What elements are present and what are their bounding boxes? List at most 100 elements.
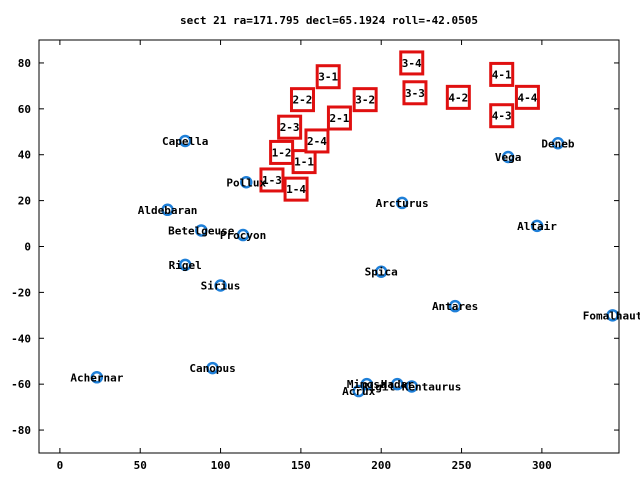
y-tick-label: -40 bbox=[11, 332, 31, 345]
star-label: Betelgeuse bbox=[168, 224, 235, 237]
sector-box-outline bbox=[445, 84, 471, 110]
x-tick-label: 0 bbox=[57, 459, 64, 472]
y-tick-label: -60 bbox=[11, 378, 31, 391]
sector-box-outline bbox=[402, 80, 428, 106]
star-marker bbox=[374, 265, 388, 278]
star-marker bbox=[448, 299, 462, 313]
sector-box-label: 1-3 bbox=[262, 174, 282, 187]
sector-box: 2-1 bbox=[326, 105, 352, 131]
star-marker bbox=[606, 309, 619, 322]
sector-box-outline bbox=[326, 105, 352, 131]
sector-box-outline bbox=[304, 128, 330, 154]
y-tick-label: -80 bbox=[11, 424, 31, 437]
x-tick-label: 50 bbox=[134, 459, 147, 472]
sector-box-label: 4-2 bbox=[448, 91, 468, 104]
star-marker bbox=[352, 384, 365, 398]
sector-box: 2-2 bbox=[289, 87, 315, 113]
star-label: Canopus bbox=[189, 362, 235, 375]
sector-box-outline bbox=[283, 176, 309, 202]
sector-box-outline bbox=[352, 87, 378, 113]
sector-box-label: 1-4 bbox=[286, 183, 306, 196]
star-label: Spica bbox=[365, 266, 398, 279]
star-marker bbox=[206, 361, 219, 375]
x-tick-label: 200 bbox=[371, 459, 391, 472]
sector-box-label: 2-1 bbox=[330, 112, 350, 125]
sector-box: 4-3 bbox=[489, 103, 515, 129]
star-label: Arcturus bbox=[376, 197, 429, 210]
sector-box-outline bbox=[277, 114, 303, 140]
star-marker bbox=[195, 224, 208, 237]
sector-box: 4-1 bbox=[489, 61, 515, 87]
y-tick-label: 80 bbox=[18, 57, 31, 70]
sector-box-outline bbox=[269, 139, 295, 165]
sector-box-outline bbox=[289, 87, 315, 113]
star-label: Fomalhaut bbox=[583, 309, 640, 322]
star-marker bbox=[161, 203, 174, 217]
sector-box-label: 3-1 bbox=[318, 71, 338, 84]
star-label: Sirius bbox=[201, 280, 241, 293]
star-label: Procyon bbox=[220, 229, 266, 242]
star-marker bbox=[395, 196, 409, 210]
star-label: Aldebaran bbox=[138, 204, 198, 217]
x-tick-label: 100 bbox=[211, 459, 231, 472]
sector-box: 1-3 bbox=[259, 167, 285, 193]
y-tick-label: 60 bbox=[18, 103, 31, 116]
star-label: Acrux bbox=[342, 385, 375, 398]
star-label: Pollux bbox=[226, 176, 266, 189]
star-marker bbox=[178, 134, 192, 148]
star-marker bbox=[178, 258, 192, 272]
sector-box: 3-1 bbox=[315, 64, 341, 90]
sector-box-label: 1-1 bbox=[294, 156, 314, 169]
sector-box-outline bbox=[399, 50, 425, 76]
star-marker bbox=[90, 371, 104, 384]
sector-box: 4-2 bbox=[445, 84, 471, 110]
star-marker bbox=[501, 150, 515, 164]
sector-box-outline bbox=[489, 103, 515, 129]
star-label: Hadar bbox=[381, 378, 414, 391]
sector-box: 3-3 bbox=[402, 80, 428, 106]
sector-box: 1-1 bbox=[291, 149, 317, 175]
sector-box: 3-2 bbox=[352, 87, 378, 113]
chart-title: sect 21 ra=171.795 decl=65.1924 roll=-42… bbox=[180, 14, 478, 27]
star-marker bbox=[391, 377, 404, 391]
star-label: Achernar bbox=[70, 371, 123, 384]
sector-box-label: 4-4 bbox=[517, 91, 537, 104]
sector-box-label: 3-3 bbox=[405, 87, 425, 100]
sector-box-label: 2-3 bbox=[280, 121, 300, 134]
sector-box-label: 2-4 bbox=[307, 135, 327, 148]
sector-box-label: 3-2 bbox=[355, 94, 375, 107]
sector-box: 1-4 bbox=[283, 176, 309, 202]
sector-box-label: 4-3 bbox=[492, 110, 512, 123]
sector-box: 2-4 bbox=[304, 128, 330, 154]
sector-box: 3-4 bbox=[399, 50, 425, 76]
sector-box-outline bbox=[489, 61, 515, 87]
x-tick-label: 150 bbox=[291, 459, 311, 472]
star-label: Rigil Kentaurus bbox=[362, 380, 461, 393]
star-marker bbox=[240, 176, 253, 189]
star-label: Rigel bbox=[169, 259, 202, 272]
star-marker bbox=[405, 380, 418, 393]
y-tick-label: 20 bbox=[18, 195, 31, 208]
y-tick-label: 0 bbox=[24, 241, 31, 254]
star-label: Antares bbox=[432, 300, 478, 313]
x-tick-label: 250 bbox=[452, 459, 472, 472]
sector-box-label: 2-2 bbox=[293, 94, 313, 107]
star-marker bbox=[551, 137, 565, 150]
sector-box-outline bbox=[514, 84, 540, 110]
star-marker bbox=[214, 279, 227, 292]
star-label: Deneb bbox=[541, 137, 574, 150]
star-label: Mimosa bbox=[347, 378, 387, 391]
sector-box-label: 3-4 bbox=[402, 57, 422, 70]
sector-box: 1-2 bbox=[269, 139, 295, 165]
star-marker bbox=[236, 228, 250, 242]
star-label: Vega bbox=[495, 151, 522, 164]
star-label: Capella bbox=[162, 135, 208, 148]
y-tick-label: 40 bbox=[18, 149, 31, 162]
sector-boxes: 1-11-2 1-3 1-4 2-1 2-2 2-3 2-4 3-1 3-2 3-3 3-4 4-1 4… bbox=[259, 50, 540, 202]
y-tick-label: -20 bbox=[11, 286, 31, 299]
sector-box: 2-3 bbox=[277, 114, 303, 140]
sector-box-outline bbox=[259, 167, 285, 193]
star-marker bbox=[530, 219, 544, 233]
